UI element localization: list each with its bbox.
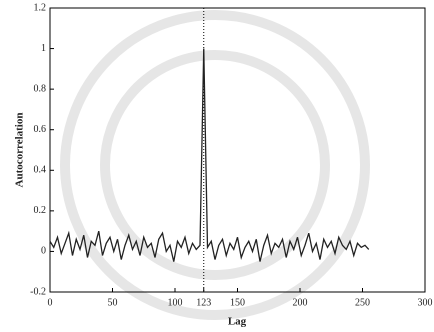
y-tick-label: 0.6 (34, 124, 47, 135)
y-axis-label: Autocorrelation (14, 113, 26, 188)
x-tick-label: 150 (230, 297, 245, 308)
x-tick-label: 250 (355, 297, 370, 308)
x-tick-label: 200 (293, 297, 308, 308)
x-tick-label: 50 (108, 297, 118, 308)
y-tick-label: 1 (41, 43, 46, 54)
x-axis-label: Lag (228, 316, 247, 328)
y-tick-label: 0.4 (34, 165, 47, 176)
watermark (60, 10, 370, 320)
y-tick-label: 0 (41, 246, 46, 257)
x-tick-label: 100 (168, 297, 183, 308)
y-tick-label: -0.2 (30, 286, 46, 297)
x-tick-label: 0 (48, 297, 53, 308)
y-tick-label: 0.8 (34, 83, 47, 94)
x-tick-label: 123 (196, 297, 211, 308)
y-tick-label: 0.2 (34, 205, 47, 216)
series-line (49, 48, 370, 262)
y-tick-label: 1.2 (34, 2, 47, 13)
x-tick-label: 300 (418, 297, 433, 308)
